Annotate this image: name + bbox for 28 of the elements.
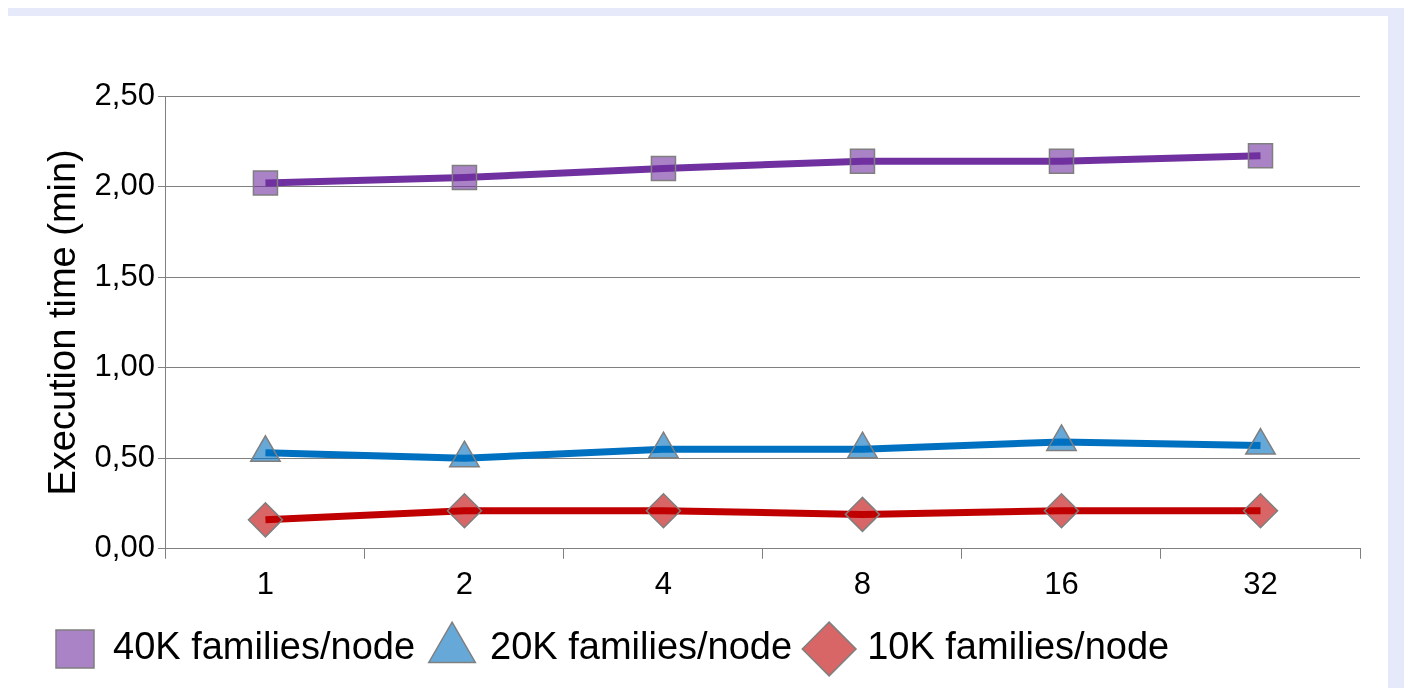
point	[446, 493, 483, 529]
point	[451, 164, 478, 191]
x-tick-label: 8	[853, 565, 872, 601]
point	[1242, 493, 1279, 529]
x-tick-label: 16	[1044, 565, 1079, 601]
legend-label: 40K families/node	[113, 625, 416, 668]
x-tick-label: 4	[654, 565, 673, 601]
x-tick-label: 32	[1243, 565, 1278, 601]
y-tick-label: 1,50	[94, 257, 155, 293]
point	[1048, 148, 1075, 174]
point	[844, 496, 881, 533]
point	[1247, 143, 1274, 169]
legend-label: 20K families/node	[490, 625, 793, 668]
y-tick-label: 1,00	[94, 348, 155, 384]
point	[1043, 493, 1080, 529]
point	[247, 502, 284, 538]
x-tick-label: 2	[455, 565, 474, 601]
y-tick-label: 0,00	[94, 529, 155, 565]
y-tick-label: 0,50	[94, 438, 155, 474]
y-tick-label: 2,50	[94, 76, 155, 112]
point	[849, 148, 876, 174]
point	[650, 155, 677, 182]
point	[252, 170, 279, 196]
x-tick-label: 1	[256, 565, 275, 601]
y-tick-label: 2,00	[94, 167, 155, 203]
y-axis-title: Execution time (min)	[41, 149, 84, 496]
point	[645, 493, 682, 529]
legend-label: 10K families/node	[867, 625, 1170, 668]
